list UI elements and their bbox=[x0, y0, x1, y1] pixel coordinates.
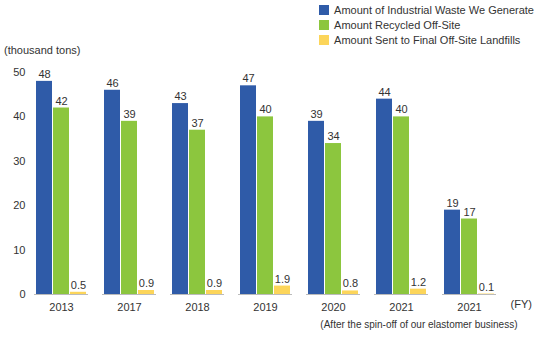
svg-text:17: 17 bbox=[463, 206, 475, 218]
svg-text:37: 37 bbox=[191, 117, 203, 129]
svg-text:2019: 2019 bbox=[253, 301, 277, 313]
html-text:Amount Recycled Off-Site: Amount Recycled Off-Site bbox=[334, 18, 461, 31]
svg-text:19: 19 bbox=[446, 197, 458, 209]
svg-text:50: 50 bbox=[13, 66, 25, 78]
svg-text:34: 34 bbox=[327, 130, 339, 142]
svg-text:40: 40 bbox=[13, 110, 25, 122]
svg-text:0.1: 0.1 bbox=[479, 281, 494, 293]
svg-text:2017: 2017 bbox=[117, 301, 141, 313]
svg-text:0: 0 bbox=[19, 288, 25, 300]
svg-text:1.9: 1.9 bbox=[275, 273, 290, 285]
svg-text:0.9: 0.9 bbox=[139, 277, 154, 289]
svg-text:1.2: 1.2 bbox=[411, 276, 426, 288]
svg-text:2018: 2018 bbox=[185, 301, 209, 313]
html-text:Amount Sent to Final Off-Site: Amount Sent to Final Off-Site Landfills bbox=[334, 33, 521, 46]
svg-text:2021: 2021 bbox=[389, 301, 413, 313]
svg-text:44: 44 bbox=[378, 86, 390, 98]
svg-text:2013: 2013 bbox=[49, 301, 73, 313]
svg-text:48: 48 bbox=[38, 68, 50, 80]
svg-text:46: 46 bbox=[106, 77, 118, 89]
svg-text:39: 39 bbox=[123, 108, 135, 120]
svg-text:40: 40 bbox=[259, 103, 271, 115]
svg-text:2021: 2021 bbox=[457, 301, 481, 313]
svg-text:0.9: 0.9 bbox=[207, 277, 222, 289]
svg-text:0.8: 0.8 bbox=[343, 277, 358, 289]
svg-text:0.5: 0.5 bbox=[71, 279, 86, 291]
svg-text:20: 20 bbox=[13, 199, 25, 211]
svg-text:47: 47 bbox=[242, 72, 254, 84]
svg-text:2020: 2020 bbox=[321, 301, 345, 313]
svg-text:43: 43 bbox=[174, 90, 186, 102]
svg-text:(After the spin-off of our ela: (After the spin-off of our elastomer bus… bbox=[320, 319, 517, 330]
svg-text:42: 42 bbox=[55, 95, 67, 107]
svg-text:(FY): (FY) bbox=[511, 298, 532, 310]
svg-text:39: 39 bbox=[310, 108, 322, 120]
svg-text:30: 30 bbox=[13, 155, 25, 167]
html-text:Amount of Industrial Waste We: Amount of Industrial Waste We Generate bbox=[334, 3, 534, 16]
html-text:(thousand tons): (thousand tons) bbox=[4, 44, 81, 56]
svg-text:40: 40 bbox=[395, 103, 407, 115]
svg-text:10: 10 bbox=[13, 244, 25, 256]
